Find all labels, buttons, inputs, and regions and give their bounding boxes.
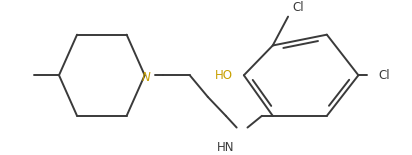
Text: HN: HN xyxy=(217,141,234,154)
Text: HO: HO xyxy=(215,69,233,82)
Text: N: N xyxy=(142,71,151,84)
Text: Cl: Cl xyxy=(378,69,390,82)
Text: Cl: Cl xyxy=(292,1,304,14)
